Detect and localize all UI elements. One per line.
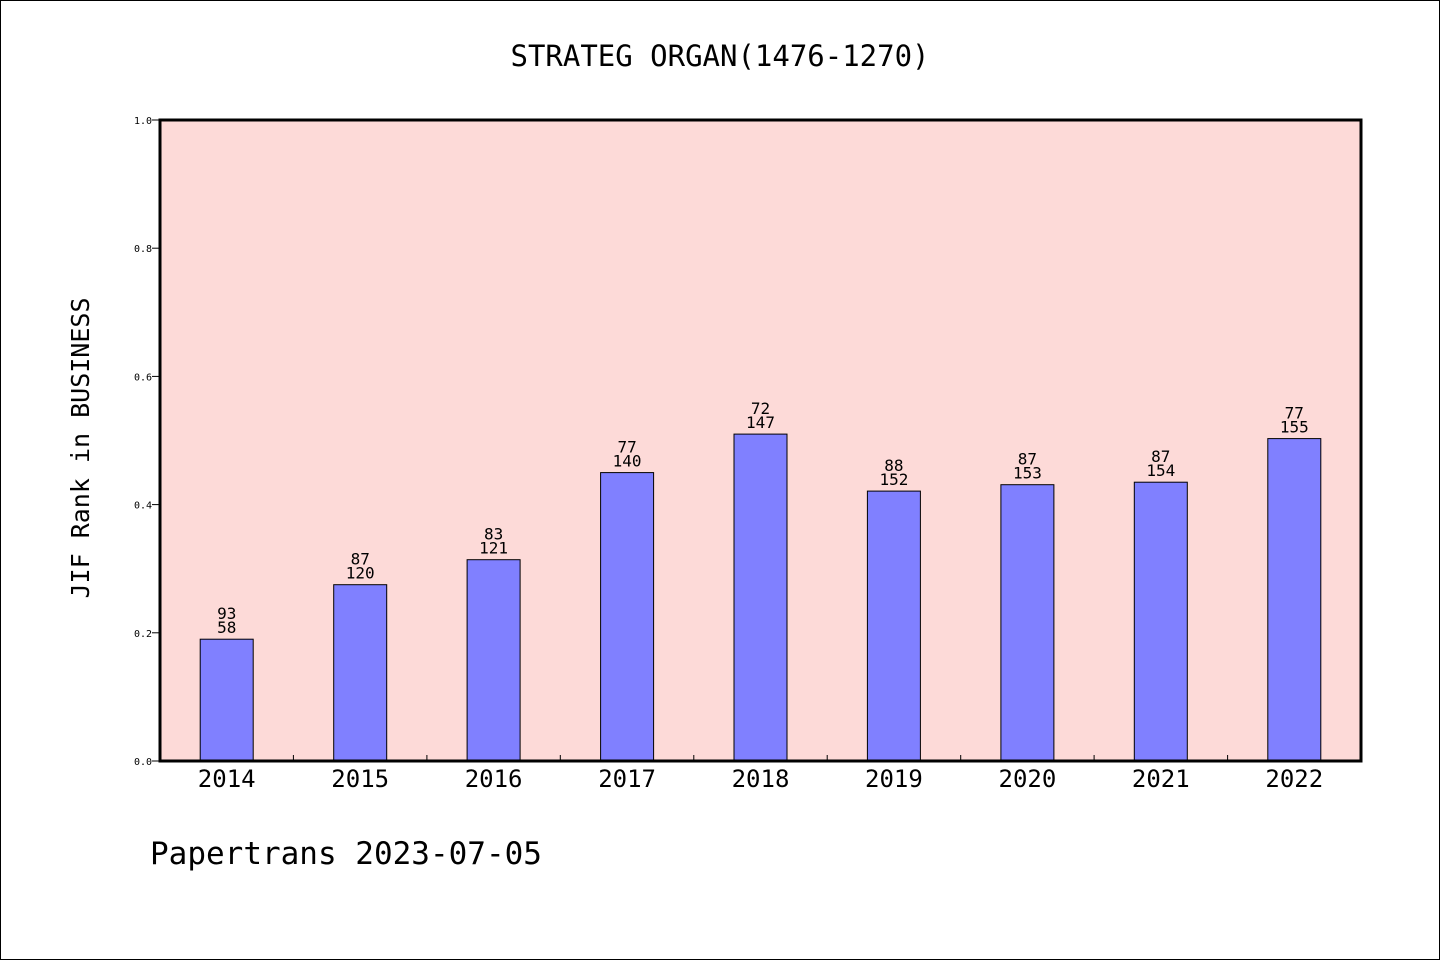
x-tick-label: 2017 (598, 765, 656, 793)
y-tick-label: 0.0 (134, 757, 152, 768)
y-axis: 0.0 0.2 0.4 0.6 0.8 1.0 (134, 116, 160, 768)
bar-2017 (600, 472, 655, 762)
bar-2020 (1000, 484, 1055, 762)
bar-2015 (333, 584, 388, 762)
bar-2018 (733, 433, 788, 762)
bar-label-rank: 83 (484, 525, 503, 544)
y-tick-label: 1.0 (134, 116, 152, 127)
bar-label-total: 140 (613, 452, 642, 471)
x-tick-label: 2019 (865, 765, 923, 793)
bar-label-total: 153 (1013, 464, 1042, 483)
bar-label-rank: 88 (884, 456, 903, 475)
y-tick-label: 0.6 (134, 372, 152, 383)
bar-2022 (1267, 438, 1322, 762)
y-axis-title: JIF Rank in BUSINESS (66, 297, 95, 598)
bar-label-rank: 77 (1285, 404, 1304, 423)
bar-label-total: 152 (879, 470, 908, 489)
chart-title: STRATEG ORGAN(1476-1270) (510, 39, 929, 73)
bar-label-total: 155 (1280, 418, 1309, 437)
x-axis: 2014 2015 2016 2017 2018 2019 2020 2021 2022 (198, 755, 1323, 793)
x-tick-label: 2014 (198, 765, 256, 793)
x-tick-label: 2020 (999, 765, 1057, 793)
bar-label-rank: 72 (751, 399, 770, 418)
bar-label-rank: 87 (1151, 447, 1170, 466)
x-tick-label: 2022 (1265, 765, 1323, 793)
bars-layer (199, 433, 1322, 762)
x-tick-label: 2018 (732, 765, 790, 793)
bar-label-total: 147 (746, 413, 775, 432)
bar-2014 (199, 638, 254, 762)
x-tick-label: 2015 (331, 765, 389, 793)
bar-label-total: 120 (346, 564, 375, 583)
bar-label-total: 58 (217, 618, 236, 637)
footer-date-label: Papertrans 2023-07-05 (150, 836, 542, 872)
bar-label-rank: 87 (1018, 450, 1037, 469)
bar-label-rank: 77 (617, 438, 636, 457)
bar-label-rank: 87 (351, 550, 370, 569)
bar-label-rank: 93 (217, 604, 236, 623)
bar-label-total: 154 (1146, 461, 1175, 480)
bar-labels-layer: 9358871208312177140721478815287153871547… (217, 399, 1309, 637)
bar-2016 (466, 559, 521, 762)
plot-border (158, 118, 1363, 763)
x-tick-label: 2016 (465, 765, 523, 793)
bar-label-total: 121 (479, 539, 508, 558)
y-tick-label: 0.8 (134, 244, 152, 255)
y-tick-label: 0.2 (134, 629, 152, 640)
bar-2021 (1133, 481, 1188, 762)
x-tick-label: 2021 (1132, 765, 1190, 793)
bar-2019 (866, 490, 921, 762)
y-tick-label: 0.4 (134, 501, 152, 512)
